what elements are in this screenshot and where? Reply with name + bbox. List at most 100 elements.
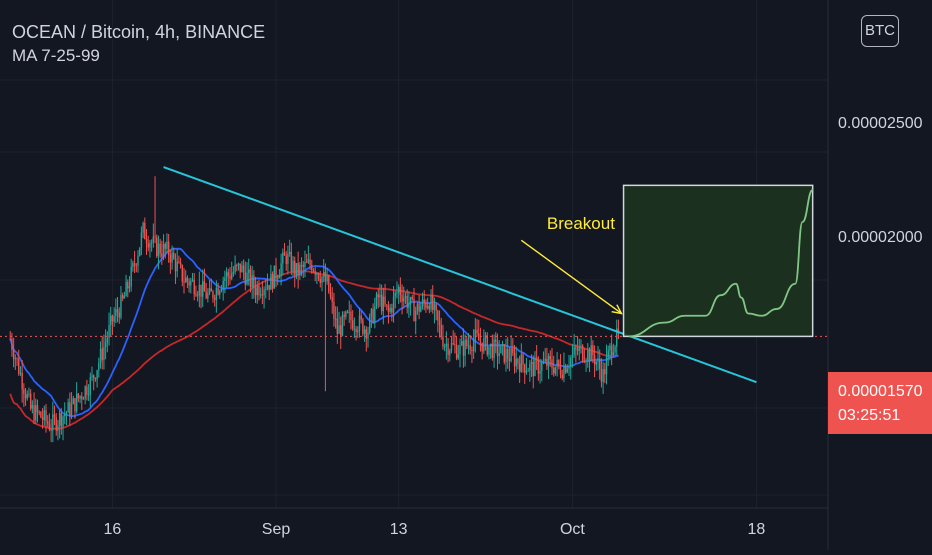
candle[interactable]: [113, 307, 115, 327]
candle[interactable]: [578, 338, 580, 361]
candle[interactable]: [532, 355, 534, 389]
candle[interactable]: [202, 269, 204, 308]
candle[interactable]: [483, 329, 485, 355]
candle[interactable]: [549, 350, 551, 367]
candle[interactable]: [575, 344, 577, 363]
candle[interactable]: [299, 262, 301, 280]
candle[interactable]: [283, 242, 286, 256]
candle[interactable]: [215, 280, 218, 313]
candle[interactable]: [167, 233, 170, 263]
candle[interactable]: [372, 303, 374, 324]
candle[interactable]: [346, 309, 349, 314]
candle[interactable]: [570, 355, 572, 380]
candle[interactable]: [227, 268, 229, 287]
candle[interactable]: [242, 259, 245, 280]
candle[interactable]: [542, 351, 545, 365]
candle[interactable]: [479, 327, 482, 352]
candle[interactable]: [271, 271, 274, 293]
candle[interactable]: [65, 410, 68, 426]
candle[interactable]: [57, 419, 59, 441]
candle[interactable]: [374, 297, 376, 329]
candle[interactable]: [58, 409, 61, 439]
candle[interactable]: [152, 223, 155, 248]
candle[interactable]: [433, 297, 436, 324]
candle[interactable]: [213, 294, 216, 307]
candle[interactable]: [142, 221, 144, 239]
candle[interactable]: [597, 346, 599, 371]
candle[interactable]: [171, 245, 173, 270]
candle[interactable]: [16, 357, 18, 366]
candles[interactable]: [9, 176, 620, 443]
candle[interactable]: [420, 302, 422, 313]
candle[interactable]: [518, 355, 521, 383]
candle[interactable]: [185, 270, 187, 284]
candle[interactable]: [498, 340, 500, 364]
candle[interactable]: [263, 286, 265, 309]
candle[interactable]: [445, 331, 448, 360]
candle[interactable]: [558, 359, 560, 370]
candle[interactable]: [69, 392, 71, 426]
candle[interactable]: [481, 342, 483, 360]
candle[interactable]: [336, 306, 339, 344]
candle[interactable]: [288, 239, 291, 257]
candle[interactable]: [461, 335, 463, 347]
candle[interactable]: [472, 329, 475, 359]
candle[interactable]: [341, 311, 344, 337]
candle[interactable]: [98, 357, 100, 378]
candle[interactable]: [89, 372, 91, 408]
candle[interactable]: [471, 346, 473, 363]
candle[interactable]: [225, 267, 228, 288]
candle[interactable]: [338, 311, 340, 335]
candle[interactable]: [219, 289, 221, 300]
candle[interactable]: [47, 415, 49, 428]
candle[interactable]: [353, 317, 356, 338]
candle[interactable]: [205, 283, 207, 300]
candle[interactable]: [432, 285, 434, 314]
candle[interactable]: [115, 298, 117, 324]
candle[interactable]: [610, 334, 613, 366]
candle[interactable]: [239, 263, 241, 279]
candle[interactable]: [566, 364, 569, 374]
candle[interactable]: [248, 258, 250, 286]
candle[interactable]: [396, 281, 398, 299]
candle[interactable]: [178, 255, 180, 264]
candle[interactable]: [26, 390, 28, 401]
candle[interactable]: [409, 296, 412, 316]
candle[interactable]: [495, 332, 497, 354]
candle[interactable]: [36, 399, 39, 423]
candle[interactable]: [290, 242, 293, 276]
candle[interactable]: [559, 353, 562, 379]
candle[interactable]: [147, 235, 149, 252]
candle[interactable]: [179, 257, 182, 269]
candle[interactable]: [539, 358, 541, 384]
candle[interactable]: [340, 316, 342, 349]
candle[interactable]: [430, 289, 432, 312]
candle[interactable]: [551, 348, 553, 375]
candle[interactable]: [139, 247, 141, 257]
candle[interactable]: [79, 395, 81, 404]
candle[interactable]: [326, 268, 328, 285]
candle[interactable]: [408, 291, 410, 318]
currency-badge[interactable]: BTC: [861, 15, 899, 47]
candle[interactable]: [94, 377, 97, 382]
candle[interactable]: [478, 319, 480, 341]
candle[interactable]: [208, 280, 211, 296]
candle[interactable]: [360, 310, 362, 324]
candle[interactable]: [389, 303, 391, 314]
candle[interactable]: [120, 285, 122, 320]
candle[interactable]: [144, 217, 146, 240]
candle[interactable]: [321, 275, 323, 292]
candle[interactable]: [503, 343, 505, 365]
candle[interactable]: [588, 347, 591, 373]
candle[interactable]: [500, 344, 502, 354]
candle[interactable]: [86, 379, 88, 401]
candle[interactable]: [104, 329, 107, 360]
candle[interactable]: [457, 344, 459, 360]
candle[interactable]: [602, 361, 604, 395]
candle[interactable]: [329, 283, 332, 300]
candle[interactable]: [379, 283, 381, 307]
candle[interactable]: [195, 285, 197, 297]
candle[interactable]: [512, 338, 514, 356]
candle[interactable]: [103, 334, 105, 370]
